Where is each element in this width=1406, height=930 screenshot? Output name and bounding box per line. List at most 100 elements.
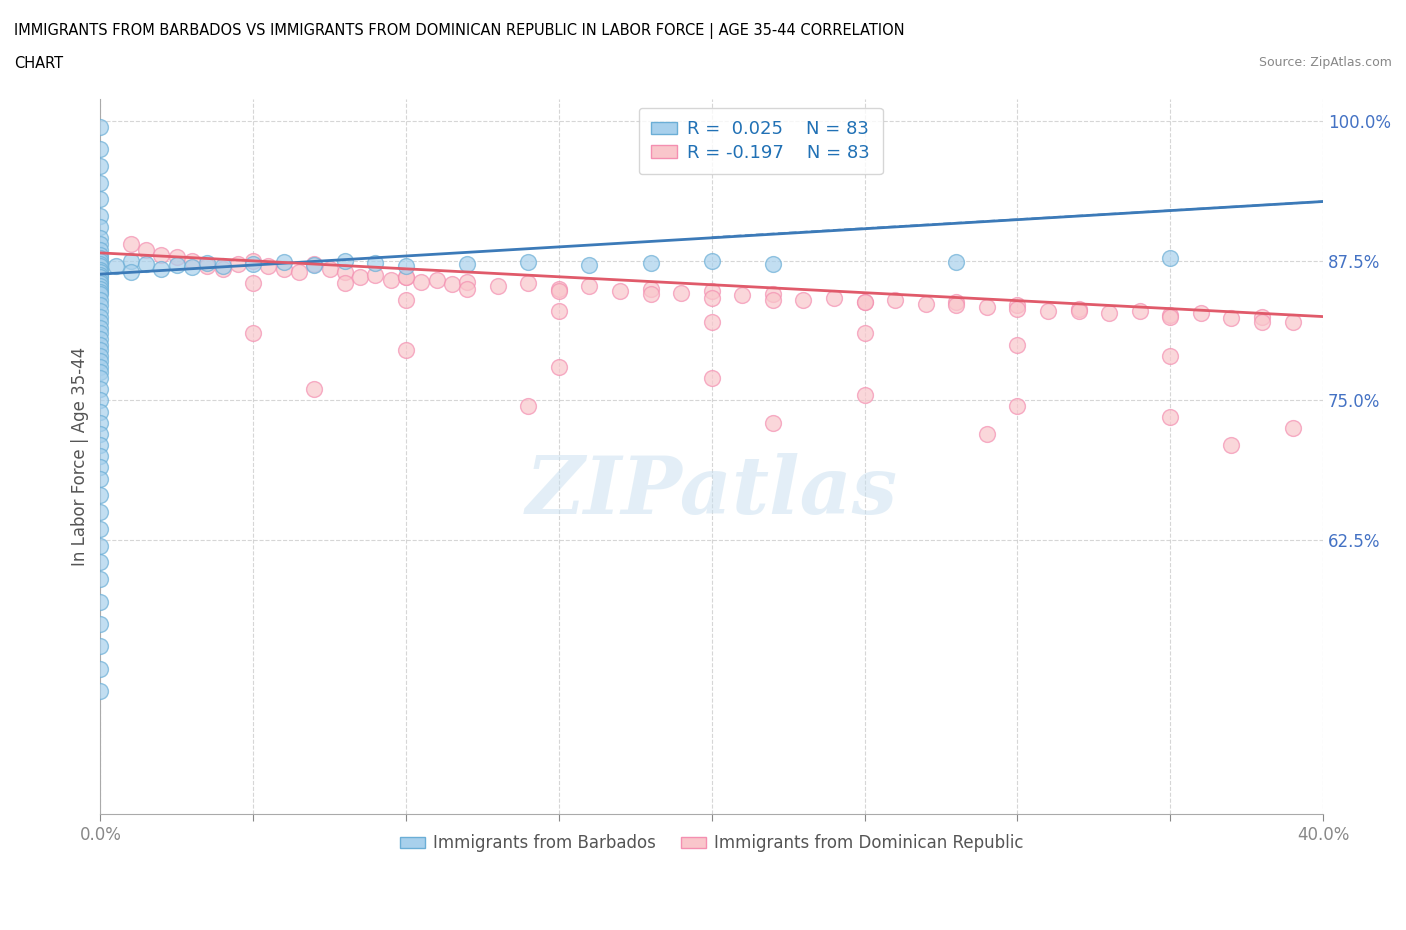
- Point: [150, 247, 173, 262]
- Point: [609, 284, 631, 299]
- Y-axis label: In Labor Force | Age 35-44: In Labor Force | Age 35-44: [72, 347, 89, 565]
- Point: [211, 259, 233, 273]
- Point: [945, 255, 967, 270]
- Point: [1189, 306, 1212, 321]
- Point: [89, 141, 111, 156]
- Point: [1007, 301, 1029, 316]
- Point: [242, 257, 264, 272]
- Point: [120, 253, 142, 268]
- Point: [486, 279, 509, 294]
- Point: [89, 298, 111, 312]
- Point: [181, 253, 204, 268]
- Point: [426, 272, 449, 287]
- Point: [548, 303, 571, 318]
- Point: [89, 257, 111, 272]
- Text: IMMIGRANTS FROM BARBADOS VS IMMIGRANTS FROM DOMINICAN REPUBLIC IN LABOR FORCE | : IMMIGRANTS FROM BARBADOS VS IMMIGRANTS F…: [14, 23, 904, 39]
- Point: [273, 255, 295, 270]
- Point: [380, 272, 402, 287]
- Point: [257, 259, 280, 273]
- Point: [318, 261, 340, 276]
- Point: [89, 309, 111, 324]
- Point: [89, 594, 111, 609]
- Point: [89, 617, 111, 631]
- Point: [333, 264, 356, 279]
- Point: [1251, 309, 1274, 324]
- Point: [89, 522, 111, 537]
- Point: [853, 388, 876, 403]
- Point: [669, 286, 692, 300]
- Point: [89, 262, 111, 277]
- Point: [89, 460, 111, 475]
- Point: [89, 192, 111, 206]
- Point: [226, 257, 249, 272]
- Point: [89, 438, 111, 453]
- Point: [89, 538, 111, 553]
- Point: [89, 320, 111, 335]
- Point: [89, 382, 111, 397]
- Point: [89, 505, 111, 520]
- Point: [150, 261, 173, 276]
- Point: [1036, 303, 1059, 318]
- Point: [89, 270, 111, 285]
- Point: [89, 472, 111, 486]
- Point: [456, 257, 478, 272]
- Point: [242, 275, 264, 290]
- Point: [548, 359, 571, 374]
- Point: [762, 257, 785, 272]
- Point: [89, 158, 111, 173]
- Point: [120, 236, 142, 251]
- Legend: Immigrants from Barbados, Immigrants from Dominican Republic: Immigrants from Barbados, Immigrants fro…: [394, 828, 1031, 859]
- Point: [1159, 308, 1181, 323]
- Point: [304, 382, 326, 397]
- Point: [89, 449, 111, 464]
- Point: [1007, 298, 1029, 312]
- Point: [578, 258, 600, 272]
- Point: [89, 273, 111, 288]
- Point: [792, 292, 814, 307]
- Point: [853, 295, 876, 310]
- Point: [89, 275, 111, 290]
- Point: [89, 281, 111, 296]
- Point: [411, 274, 433, 289]
- Point: [853, 295, 876, 310]
- Point: [1067, 301, 1090, 316]
- Point: [578, 279, 600, 294]
- Point: [731, 288, 754, 303]
- Point: [89, 208, 111, 223]
- Point: [349, 270, 371, 285]
- Point: [1098, 306, 1121, 321]
- Point: [853, 326, 876, 340]
- Point: [89, 365, 111, 379]
- Point: [89, 303, 111, 318]
- Point: [89, 684, 111, 698]
- Point: [395, 259, 418, 273]
- Point: [440, 277, 463, 292]
- Point: [89, 348, 111, 363]
- Point: [89, 416, 111, 431]
- Point: [1159, 309, 1181, 324]
- Point: [395, 342, 418, 357]
- Text: Source: ZipAtlas.com: Source: ZipAtlas.com: [1258, 56, 1392, 69]
- Point: [89, 331, 111, 346]
- Point: [89, 314, 111, 329]
- Point: [89, 219, 111, 234]
- Point: [976, 427, 998, 442]
- Point: [135, 242, 157, 257]
- Point: [914, 297, 936, 312]
- Point: [1159, 348, 1181, 363]
- Point: [89, 279, 111, 294]
- Point: [89, 175, 111, 190]
- Point: [700, 314, 723, 329]
- Point: [89, 259, 111, 273]
- Point: [1007, 337, 1029, 352]
- Point: [89, 264, 111, 279]
- Point: [395, 270, 418, 285]
- Point: [181, 260, 204, 275]
- Point: [89, 268, 111, 283]
- Point: [89, 661, 111, 676]
- Point: [976, 299, 998, 314]
- Point: [89, 342, 111, 357]
- Point: [242, 326, 264, 340]
- Point: [364, 268, 387, 283]
- Point: [1220, 311, 1243, 325]
